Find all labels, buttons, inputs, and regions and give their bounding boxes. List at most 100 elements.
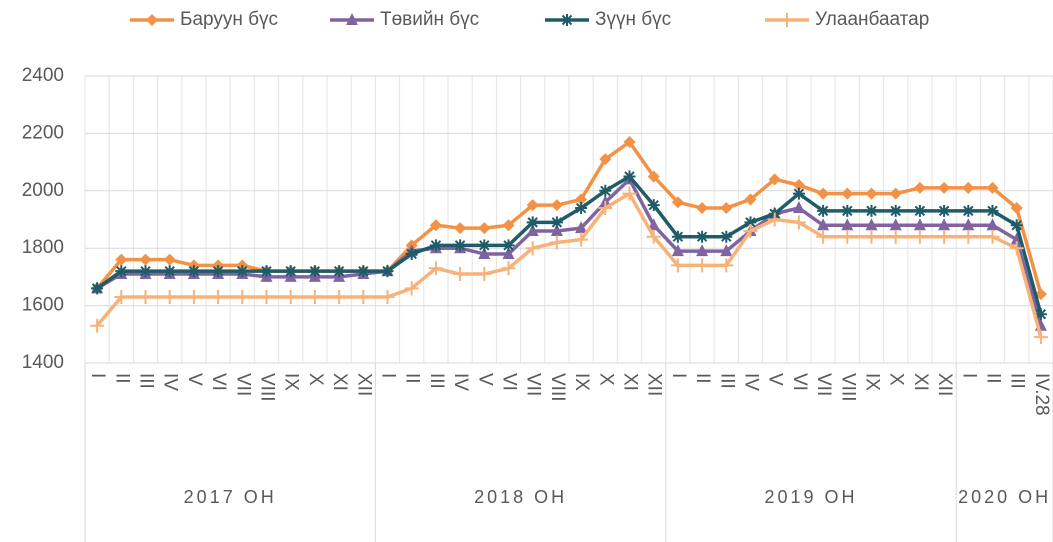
x-tick-label: III (426, 373, 447, 389)
marker (962, 181, 975, 194)
marker (913, 204, 926, 217)
x-tick-label: XI (329, 373, 350, 391)
marker (962, 204, 975, 217)
marker (284, 265, 297, 278)
group-label: 2019 ОН (764, 487, 858, 507)
series-line (96, 174, 1043, 315)
marker (90, 318, 105, 333)
marker (840, 229, 855, 244)
marker (744, 216, 757, 229)
marker (719, 258, 734, 273)
legend-label: Төвийн бүс (380, 9, 479, 30)
x-tick-label: I (668, 373, 689, 378)
marker (550, 199, 563, 212)
x-tick-label: VII (523, 373, 544, 396)
marker (792, 179, 805, 192)
marker (381, 265, 394, 278)
x-tick-label: XI (910, 373, 931, 391)
marker (404, 281, 419, 296)
marker (453, 267, 468, 282)
x-tick-label: VIII (256, 373, 277, 402)
marker (599, 184, 612, 197)
series (90, 186, 1048, 345)
legend-marker (146, 14, 158, 26)
marker (163, 265, 176, 278)
x-tick-label: II (982, 373, 1003, 384)
marker (525, 241, 540, 256)
x-tick-label: IV (450, 373, 471, 391)
marker (647, 170, 660, 183)
marker (478, 239, 491, 252)
marker (333, 265, 346, 278)
marker (502, 219, 515, 232)
x-tick-label: V (765, 373, 786, 386)
marker (817, 187, 830, 200)
marker (671, 196, 684, 209)
marker (599, 153, 612, 166)
marker (283, 289, 298, 304)
x-tick-label: I (958, 373, 979, 378)
marker (550, 223, 563, 236)
x-tick-label: XII (644, 373, 665, 396)
marker (792, 187, 805, 200)
x-tick-label: IV.28 (1031, 373, 1052, 416)
legend-label: Зүүн бүс (595, 9, 671, 30)
x-tick-label: II (692, 373, 713, 384)
marker (236, 265, 249, 278)
marker (162, 289, 177, 304)
x-tick-label: IX (571, 373, 592, 391)
marker (865, 204, 878, 217)
x-tick-label: I (377, 373, 398, 378)
x-tick-label: III (1007, 373, 1028, 389)
marker (962, 218, 975, 231)
group-label-box: 2018 ОН (474, 487, 568, 507)
marker (575, 193, 588, 206)
marker (502, 246, 515, 259)
marker (864, 229, 879, 244)
marker (478, 246, 491, 259)
x-tick-label: X (595, 373, 616, 386)
marker (938, 218, 951, 231)
marker (889, 204, 902, 217)
marker (115, 265, 128, 278)
y-tick-label: 1600 (22, 295, 64, 316)
marker (985, 229, 1000, 244)
marker (380, 289, 395, 304)
x-tick-label: XI (619, 373, 640, 391)
marker (356, 289, 371, 304)
y-tick-label: 2200 (22, 122, 64, 143)
marker (574, 232, 589, 247)
marker (889, 218, 902, 231)
x-tick-label: X (886, 373, 907, 386)
x-tick-label: V (184, 373, 205, 386)
marker (186, 289, 201, 304)
group-label: 2020 ОН (958, 487, 1052, 507)
y-tick-label: 2400 (22, 65, 64, 86)
marker (1034, 308, 1047, 321)
marker (405, 247, 418, 260)
marker (549, 235, 564, 250)
group-label-box: 2019 ОН (764, 487, 858, 507)
series (91, 170, 1047, 321)
marker (938, 181, 951, 194)
legend-label: Улаанбаатар (815, 9, 929, 30)
x-tick-label: V (474, 373, 495, 386)
group-label: 2018 ОН (474, 487, 568, 507)
marker (767, 212, 782, 227)
marker (478, 222, 491, 235)
marker (841, 218, 854, 231)
marker (623, 170, 636, 183)
x-tick-label: IV (740, 373, 761, 391)
x-tick-label: VIII (837, 373, 858, 402)
marker (138, 289, 153, 304)
marker (163, 253, 176, 266)
legend-marker (346, 13, 358, 25)
marker (937, 229, 952, 244)
marker (889, 187, 902, 200)
marker (622, 186, 637, 201)
x-tick-label: VI (498, 373, 519, 391)
marker (696, 230, 709, 243)
y-tick-label: 2000 (22, 180, 64, 201)
marker (1010, 219, 1023, 232)
marker (526, 199, 539, 212)
